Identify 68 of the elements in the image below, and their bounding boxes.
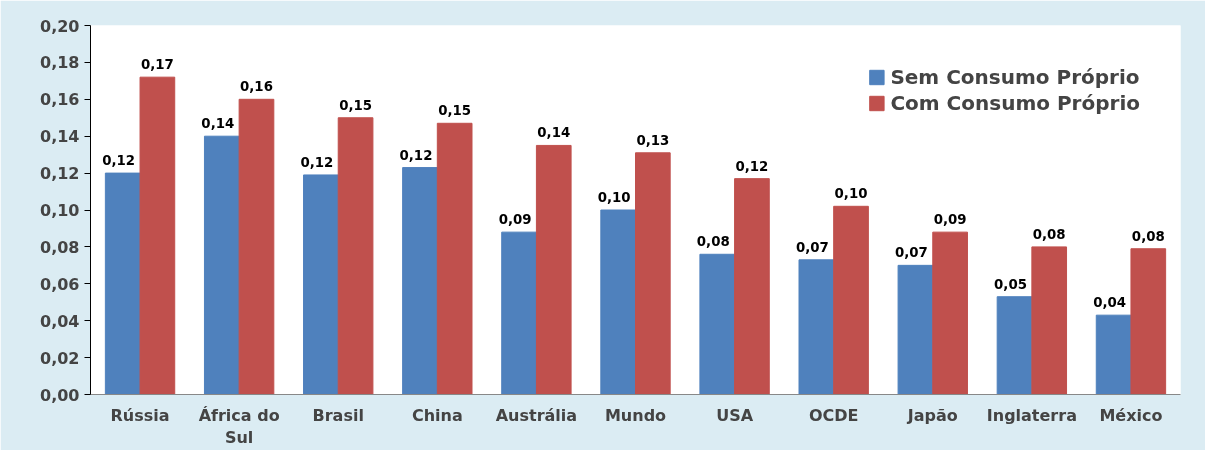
x-tick-label: Inglaterra [986, 405, 1077, 425]
data-label: 0,10 [597, 190, 631, 205]
x-tick-label: Mundo [604, 405, 667, 425]
bar [996, 296, 1033, 395]
y-tick-label: 0,08 [40, 237, 80, 257]
data-label: 0,14 [537, 125, 571, 141]
data-label: 0,05 [994, 276, 1027, 292]
y-tick-label: 0,00 [40, 385, 80, 405]
data-label: 0,07 [795, 239, 829, 255]
bar [833, 205, 869, 395]
bar [501, 231, 537, 395]
bar [337, 117, 374, 395]
data-label: 0,10 [834, 186, 868, 202]
y-tick-label: 0,04 [40, 311, 80, 331]
y-tick-label: 0,20 [40, 16, 80, 36]
bar [1031, 246, 1068, 395]
data-label: 0,17 [140, 57, 174, 73]
bar [238, 98, 275, 395]
x-tick-label: China [411, 405, 463, 425]
data-label: 0,09 [933, 212, 967, 228]
bar [436, 122, 473, 395]
data-label: 0,07 [894, 245, 928, 261]
bar [139, 76, 176, 395]
y-tick-label: 0,14 [40, 127, 80, 147]
data-label: 0,12 [735, 158, 769, 174]
y-tick-label: 0,18 [40, 53, 80, 73]
bar [303, 174, 339, 395]
bar [402, 167, 438, 395]
data-label: 0,08 [1032, 226, 1066, 242]
legend-label: Com Consumo Próprio [890, 91, 1140, 115]
data-label: 0,13 [636, 132, 670, 148]
x-tick-label: México [1099, 405, 1163, 425]
bar [535, 144, 572, 395]
y-tick-label: 0,10 [40, 201, 80, 220]
data-label: 0,09 [498, 212, 532, 228]
x-tick-label: Rússia [110, 405, 170, 425]
data-label: 0,08 [1131, 228, 1165, 244]
bar [1130, 248, 1167, 395]
data-label: 0,12 [399, 147, 433, 163]
data-label: 0,16 [240, 79, 273, 95]
data-label: 0,12 [300, 154, 334, 170]
bar [600, 209, 636, 395]
data-label: 0,15 [438, 103, 472, 119]
bar [798, 259, 835, 395]
bar [635, 152, 671, 395]
x-tick-label: África do Sul [198, 405, 280, 448]
x-tick-label: OCDE [808, 405, 859, 425]
bar [932, 231, 968, 395]
y-tick-label: 0,12 [40, 164, 80, 184]
bar [734, 178, 770, 395]
bar [203, 135, 240, 395]
y-tick-label: 0,06 [40, 274, 80, 294]
data-label: 0,15 [339, 97, 373, 113]
x-tick-label: Brasil [312, 405, 364, 425]
bar [104, 172, 141, 395]
bar [1095, 314, 1132, 395]
x-tick-label: USA [716, 405, 754, 425]
bar [699, 253, 736, 395]
y-tick-label: 0,02 [40, 348, 80, 368]
x-tick-label: Austrália [495, 405, 578, 425]
x-tick-label: Japão [906, 405, 958, 425]
y-tick-label: 0,16 [40, 90, 80, 110]
data-label: 0,04 [1093, 295, 1127, 311]
bar [897, 264, 934, 395]
data-label: 0,08 [696, 234, 730, 250]
legend-label: Sem Consumo Próprio [890, 65, 1140, 89]
data-label: 0,14 [201, 116, 235, 132]
data-label: 0,12 [102, 153, 136, 169]
